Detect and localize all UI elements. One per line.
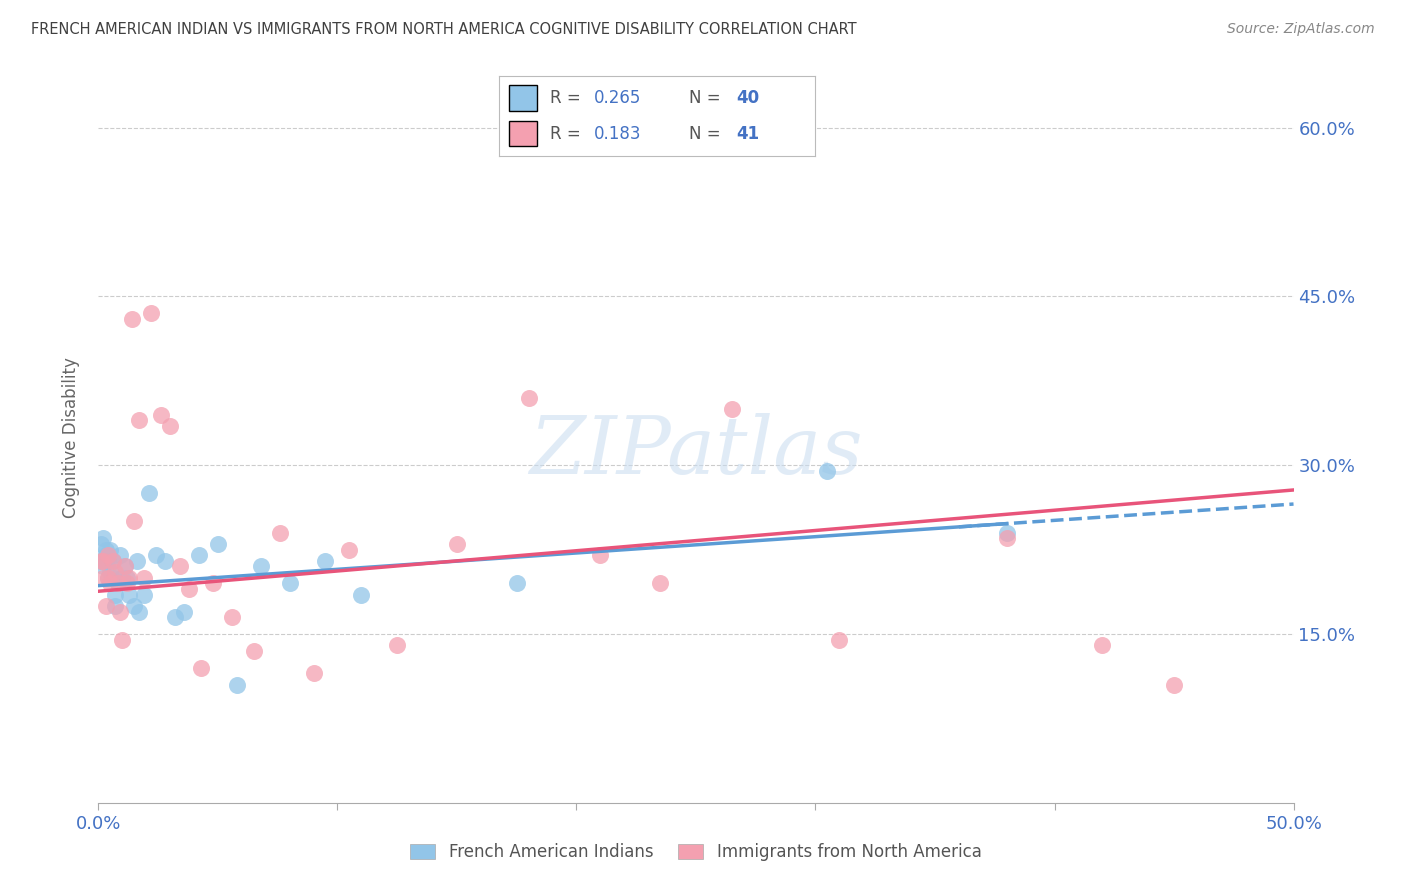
Point [589,548,612,562]
Point [226,678,249,692]
Point [187,548,209,562]
Point [118,571,141,585]
Point [94,599,117,613]
Point [163,610,186,624]
Point [269,525,291,540]
Text: Source: ZipAtlas.com: Source: ZipAtlas.com [1227,22,1375,37]
Text: N =: N = [689,89,725,107]
Point [115,571,138,585]
Point [121,312,143,326]
Point [721,401,744,416]
Point [202,576,225,591]
Text: 0.183: 0.183 [593,125,641,143]
Point [97,554,120,568]
Point [446,537,468,551]
Point [108,605,131,619]
Point [91,559,114,574]
Point [173,605,195,619]
Point [506,576,529,591]
Point [145,548,167,562]
Point [104,565,127,579]
Point [302,666,325,681]
Text: ZIPatlas: ZIPatlas [529,413,863,491]
Point [149,408,172,422]
Point [101,554,124,568]
FancyBboxPatch shape [509,120,537,146]
Point [179,582,201,596]
Point [243,644,266,658]
Point [91,554,114,568]
Point [128,605,150,619]
Point [107,576,129,591]
FancyBboxPatch shape [509,86,537,112]
Point [118,588,141,602]
Point [115,576,138,591]
Point [107,576,129,591]
Point [350,588,373,602]
Point [91,571,114,585]
Point [97,548,120,562]
Text: 40: 40 [737,89,759,107]
Point [221,610,243,624]
Point [1163,678,1185,692]
Text: R =: R = [550,125,586,143]
Point [207,537,229,551]
Text: 0.265: 0.265 [593,89,641,107]
Point [101,571,124,585]
Point [114,559,136,574]
Point [128,413,150,427]
Point [124,515,146,529]
Point [385,638,409,652]
Point [97,571,120,585]
Point [98,576,122,591]
Point [159,418,181,433]
Point [1091,638,1114,652]
Point [91,532,114,546]
Point [94,548,117,562]
Text: 41: 41 [737,125,759,143]
Point [815,464,838,478]
Point [132,588,155,602]
Point [114,559,136,574]
Point [169,559,191,574]
Text: N =: N = [689,125,725,143]
Point [101,554,124,568]
Legend: French American Indians, Immigrants from North America: French American Indians, Immigrants from… [404,837,988,868]
Point [155,554,177,568]
Point [132,571,155,585]
Point [278,576,301,591]
Point [97,571,120,585]
Point [125,554,148,568]
Point [111,632,134,647]
Point [104,588,127,602]
Point [104,599,127,613]
Point [828,632,851,647]
Point [517,391,540,405]
Point [648,576,672,591]
Text: FRENCH AMERICAN INDIAN VS IMMIGRANTS FROM NORTH AMERICA COGNITIVE DISABILITY COR: FRENCH AMERICAN INDIAN VS IMMIGRANTS FRO… [31,22,856,37]
Point [90,554,112,568]
Point [90,554,112,568]
Point [98,542,122,557]
Point [111,571,134,585]
Point [138,486,160,500]
Point [90,537,112,551]
Point [108,548,131,562]
Point [94,554,117,568]
Point [139,306,162,320]
Point [124,599,146,613]
Y-axis label: Cognitive Disability: Cognitive Disability [62,357,80,517]
Point [995,525,1018,540]
Point [995,532,1018,546]
Point [98,565,122,579]
Point [250,559,273,574]
Point [190,661,212,675]
Point [315,554,337,568]
Point [94,542,117,557]
Point [339,542,361,557]
Text: R =: R = [550,89,586,107]
